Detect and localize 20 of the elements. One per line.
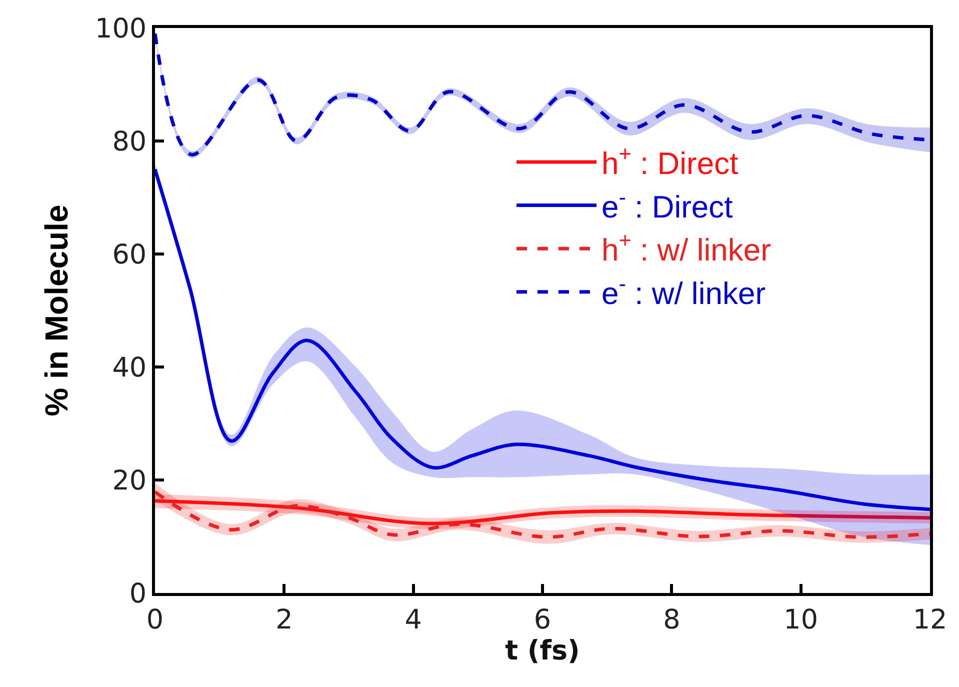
- y-axis-title: % in Molecule: [38, 204, 74, 416]
- x-tick-label: 8: [663, 604, 680, 636]
- y-tick-label: 80: [112, 126, 147, 158]
- y-tick-label: 40: [112, 352, 147, 384]
- y-tick-label: 60: [112, 239, 147, 270]
- legend-label: e$^{-}$ : Direct: [602, 184, 734, 224]
- legend-label: h$^{+}$ : Direct: [602, 141, 739, 182]
- y-tick-label: 20: [112, 465, 147, 496]
- x-tick-label: 6: [534, 604, 552, 636]
- line-series: [155, 490, 930, 539]
- legend-label: h$^{+}$ : w/ linker: [602, 228, 771, 268]
- y-tick-label: 0: [129, 578, 147, 610]
- legend-label: e$^{-}$ : w/ linker: [602, 270, 766, 311]
- y-tick-label: 100: [95, 13, 147, 44]
- x-tick-label: 2: [276, 604, 293, 636]
- x-tick-label: 4: [404, 604, 422, 636]
- x-tick-label: 10: [784, 604, 818, 636]
- line-series: [155, 499, 930, 526]
- x-axis-title: t (fs): [505, 635, 580, 666]
- x-tick-label: 12: [912, 604, 948, 636]
